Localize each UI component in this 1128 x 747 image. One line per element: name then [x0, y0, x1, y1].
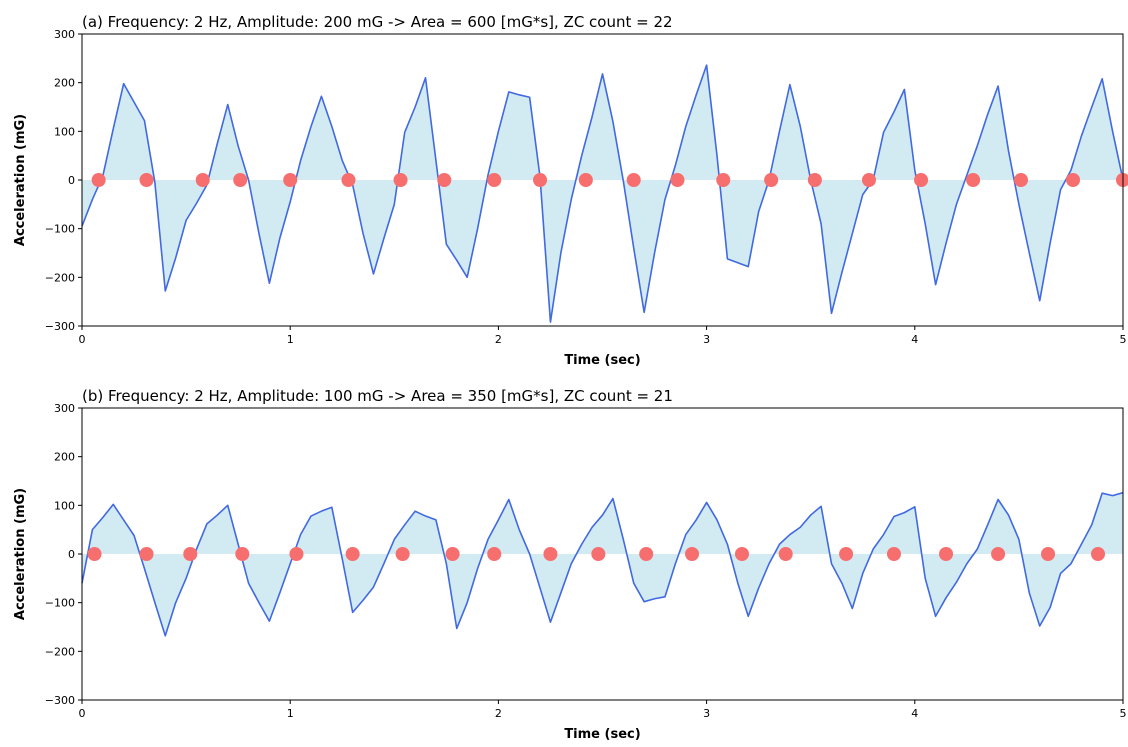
y-tick-label: 0 — [68, 548, 75, 561]
x-tick-label: 0 — [79, 333, 86, 346]
y-tick-label: −300 — [45, 320, 75, 333]
y-tick-label: 100 — [54, 499, 75, 512]
x-tick-label: 5 — [1120, 333, 1127, 346]
chart-title: (a) Frequency: 2 Hz, Amplitude: 200 mG -… — [82, 13, 673, 31]
zero-crossing-marker — [685, 547, 700, 561]
zero-crossing-marker — [1066, 173, 1081, 187]
zero-crossing-marker — [341, 173, 356, 187]
x-tick-label: 0 — [79, 707, 86, 720]
zero-crossing-marker — [578, 173, 593, 187]
y-tick-label: 200 — [54, 451, 75, 464]
x-tick-label: 4 — [911, 333, 918, 346]
zero-crossing-marker — [1013, 173, 1028, 187]
chart-panel-a: 300 200 100 0 −100 −200 −300 0 1 2 3 4 5 Time (sec) Ac… — [13, 13, 1128, 368]
zero-crossing-marker — [1116, 173, 1128, 187]
zero-crossing-marker — [283, 173, 298, 187]
y-tick-label: −100 — [45, 223, 75, 236]
zero-crossing-marker — [778, 547, 793, 561]
signal-line — [81, 491, 1124, 637]
zero-crossing-marker — [91, 173, 106, 187]
y-tick-label: −300 — [45, 694, 75, 707]
x-axis-title: Time (sec) — [564, 727, 640, 742]
zero-crossing-marker — [914, 173, 929, 187]
zero-crossing-marker — [289, 547, 304, 561]
zero-crossing-marker — [235, 547, 250, 561]
zero-crossing-marker — [626, 173, 641, 187]
area-fill — [82, 492, 1123, 636]
zero-crossing-marker — [195, 173, 210, 187]
y-tick-label: 200 — [54, 77, 75, 90]
y-tick-label: 100 — [54, 125, 75, 138]
zero-crossing-marker — [487, 173, 502, 187]
zero-crossing-marker — [437, 173, 452, 187]
zero-crossing-marker — [345, 547, 360, 561]
y-tick-label: 0 — [68, 174, 75, 187]
x-tick-label: 5 — [1120, 707, 1127, 720]
zero-crossing-marker — [139, 547, 154, 561]
x-tick-label: 1 — [287, 707, 294, 720]
x-tick-label: 4 — [911, 707, 918, 720]
zero-crossing-marker — [87, 547, 102, 561]
chart-panel-b: 300 200 100 0 −100 −200 −300 0 1 2 3 4 5 Time (sec) Ac… — [13, 387, 1127, 742]
chart-title: (b) Frequency: 2 Hz, Amplitude: 100 mG -… — [82, 387, 673, 405]
zero-crossing-marker — [734, 547, 749, 561]
zero-crossing-marker — [487, 547, 502, 561]
zero-crossing-marker — [839, 547, 854, 561]
zero-crossing-marker — [393, 173, 408, 187]
x-tick-label: 1 — [287, 333, 294, 346]
zero-crossing-marker — [939, 547, 954, 561]
zero-crossing-marker — [716, 173, 731, 187]
zero-crossing-marker — [233, 173, 248, 187]
zero-crossing-marker — [807, 173, 822, 187]
zero-crossing-marker — [886, 547, 901, 561]
zero-crossing-marker — [1091, 547, 1106, 561]
y-tick-label: 300 — [54, 28, 75, 41]
zero-crossing-marker — [764, 173, 779, 187]
zero-crossing-marker — [543, 547, 558, 561]
y-tick-label: 300 — [54, 402, 75, 415]
zero-crossing-marker — [1041, 547, 1056, 561]
area-fill — [82, 65, 1123, 323]
zero-crossing-marker — [183, 547, 198, 561]
zero-crossing-marker — [861, 173, 876, 187]
y-axis-title: Acceleration (mG) — [13, 488, 28, 620]
x-tick-label: 3 — [703, 707, 710, 720]
zero-crossing-marker — [639, 547, 654, 561]
signal-line — [81, 64, 1124, 323]
zero-crossing-marker — [139, 173, 154, 187]
y-axis-title: Acceleration (mG) — [13, 114, 28, 246]
zero-crossing-marker — [591, 547, 606, 561]
zero-crossing-marker — [670, 173, 685, 187]
y-tick-label: −100 — [45, 597, 75, 610]
zero-crossing-marker — [966, 173, 981, 187]
x-tick-label: 2 — [495, 333, 502, 346]
zero-crossing-marker — [395, 547, 410, 561]
zero-crossing-marker — [533, 173, 548, 187]
x-tick-label: 3 — [703, 333, 710, 346]
x-axis-title: Time (sec) — [564, 353, 640, 368]
zero-crossing-marker — [445, 547, 460, 561]
y-tick-label: −200 — [45, 645, 75, 658]
zero-crossing-marker — [991, 547, 1006, 561]
y-tick-label: −200 — [45, 271, 75, 284]
x-tick-label: 2 — [495, 707, 502, 720]
